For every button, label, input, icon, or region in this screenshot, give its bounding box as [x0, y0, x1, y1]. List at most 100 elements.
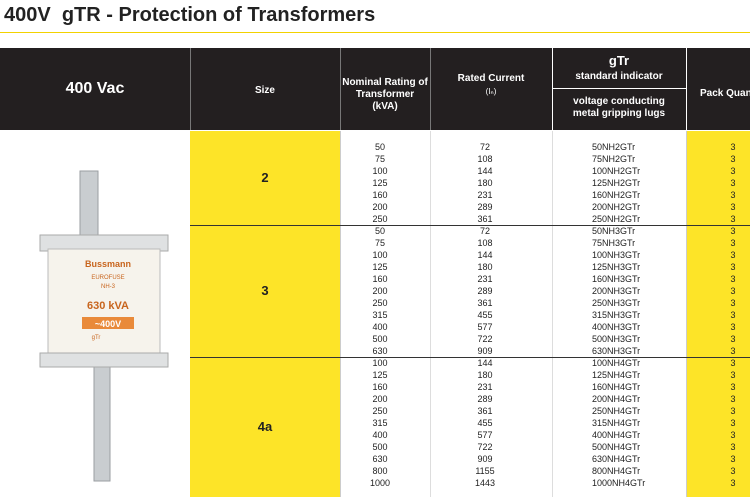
- code-cell: 75NH2GTr: [592, 154, 636, 164]
- title-rule: [0, 32, 750, 33]
- fuse-label: NH-3: [101, 284, 116, 290]
- fuse-rating: 630 kVA: [87, 300, 129, 312]
- code-cell: 200NH3GTr: [592, 286, 641, 296]
- group-divider: [190, 225, 750, 226]
- rating-cell: 250: [372, 298, 388, 308]
- current-cell: 1443: [474, 478, 496, 488]
- pack-cell: 3: [730, 454, 736, 464]
- code-cell: 630NH3GTr: [592, 346, 641, 356]
- rating-cell: 125: [372, 178, 388, 188]
- header-size: Size: [254, 85, 275, 96]
- col-divider: [430, 131, 431, 497]
- current-cell: 180: [477, 370, 493, 380]
- pack-cell: 3: [730, 202, 736, 212]
- rating-cell: 1000: [369, 478, 391, 488]
- rating-cell: 50: [374, 226, 385, 236]
- rating-cell: 250: [372, 214, 388, 224]
- table-header: [0, 48, 750, 130]
- rating-cell: 315: [372, 310, 388, 320]
- current-cell: 455: [477, 418, 493, 428]
- group-divider: [190, 357, 750, 358]
- current-cell: 144: [477, 166, 493, 176]
- fuse-label: gTr: [92, 335, 101, 341]
- rating-cell: 125: [372, 370, 388, 380]
- current-cell: 577: [477, 322, 493, 332]
- rating-cell: 160: [372, 382, 388, 392]
- current-cell: 180: [477, 178, 493, 188]
- pack-cell: 3: [730, 406, 736, 416]
- header-current: Rated Current: [457, 73, 525, 84]
- current-cell: 722: [477, 442, 493, 452]
- pack-cell: 3: [730, 334, 736, 344]
- code-cell: 500NH4GTr: [592, 442, 641, 452]
- current-cell: 722: [477, 334, 493, 344]
- rating-cell: 200: [372, 202, 388, 212]
- pack-cell: 3: [730, 358, 736, 368]
- pack-cell: 3: [730, 310, 736, 320]
- rating-cell: 315: [372, 418, 388, 428]
- pack-cell: 3: [730, 214, 736, 224]
- header-divider: [552, 88, 686, 89]
- size-cell: 2: [261, 170, 269, 185]
- code-cell: 400NH4GTr: [592, 430, 641, 440]
- code-cell: 630NH4GTr: [592, 454, 641, 464]
- code-cell: 100NH2GTr: [592, 166, 641, 176]
- fuse-blade: [93, 350, 111, 482]
- header-current-unit: (Iₙ): [485, 87, 497, 96]
- current-cell: 180: [477, 262, 493, 272]
- code-cell: 75NH3GTr: [592, 238, 636, 248]
- pack-cell: 3: [730, 430, 736, 440]
- header-divider: [430, 48, 431, 130]
- code-cell: 1000NH4GTr: [592, 478, 646, 488]
- rating-cell: 500: [372, 442, 388, 452]
- pack-cell: 3: [730, 370, 736, 380]
- current-cell: 231: [477, 274, 493, 284]
- code-cell: 160NH2GTr: [592, 190, 641, 200]
- current-cell: 72: [479, 142, 490, 152]
- pack-cell: 3: [730, 382, 736, 392]
- code-cell: 400NH3GTr: [592, 322, 641, 332]
- fuse-body: [47, 248, 161, 358]
- pack-cell: 3: [730, 190, 736, 200]
- col-divider: [340, 131, 341, 497]
- fuse-image: Bussmann EUROFUSE NH-3 630 kVA ~400V gTr: [39, 170, 169, 482]
- col-divider: [686, 131, 687, 497]
- rating-cell: 100: [372, 358, 388, 368]
- current-cell: 909: [477, 454, 493, 464]
- code-cell: 50NH3GTr: [592, 226, 636, 236]
- header-pack: Pack Quantity: [700, 88, 750, 99]
- rating-cell: 400: [372, 322, 388, 332]
- code-cell: 200NH4GTr: [592, 394, 641, 404]
- current-cell: 289: [477, 286, 493, 296]
- current-cell: 231: [477, 190, 493, 200]
- current-cell: 144: [477, 250, 493, 260]
- pack-cell: 3: [730, 274, 736, 284]
- fuse-label: EUROFUSE: [91, 275, 124, 281]
- size-column: [190, 131, 340, 497]
- code-cell: 125NH2GTr: [592, 178, 641, 188]
- pack-cell: 3: [730, 322, 736, 332]
- rating-cell: 160: [372, 190, 388, 200]
- pack-cell: 3: [730, 226, 736, 236]
- pack-cell: 3: [730, 286, 736, 296]
- rating-cell: 800: [372, 466, 388, 476]
- header-lugs: voltage conducting metal gripping lugs: [572, 96, 666, 119]
- rating-cell: 125: [372, 262, 388, 272]
- current-cell: 144: [477, 358, 493, 368]
- code-cell: 250NH4GTr: [592, 406, 641, 416]
- current-cell: 361: [477, 406, 493, 416]
- current-cell: 361: [477, 214, 493, 224]
- code-cell: 800NH4GTr: [592, 466, 641, 476]
- current-cell: 361: [477, 298, 493, 308]
- pack-cell: 3: [730, 346, 736, 356]
- pack-cell: 3: [730, 238, 736, 248]
- pack-cell: 3: [730, 166, 736, 176]
- code-cell: 160NH3GTr: [592, 274, 641, 284]
- code-cell: 315NH3GTr: [592, 310, 641, 320]
- code-cell: 160NH4GTr: [592, 382, 641, 392]
- current-cell: 72: [479, 226, 490, 236]
- rating-cell: 100: [372, 166, 388, 176]
- code-cell: 250NH2GTr: [592, 214, 641, 224]
- current-cell: 1155: [475, 466, 495, 476]
- rating-cell: 630: [372, 454, 388, 464]
